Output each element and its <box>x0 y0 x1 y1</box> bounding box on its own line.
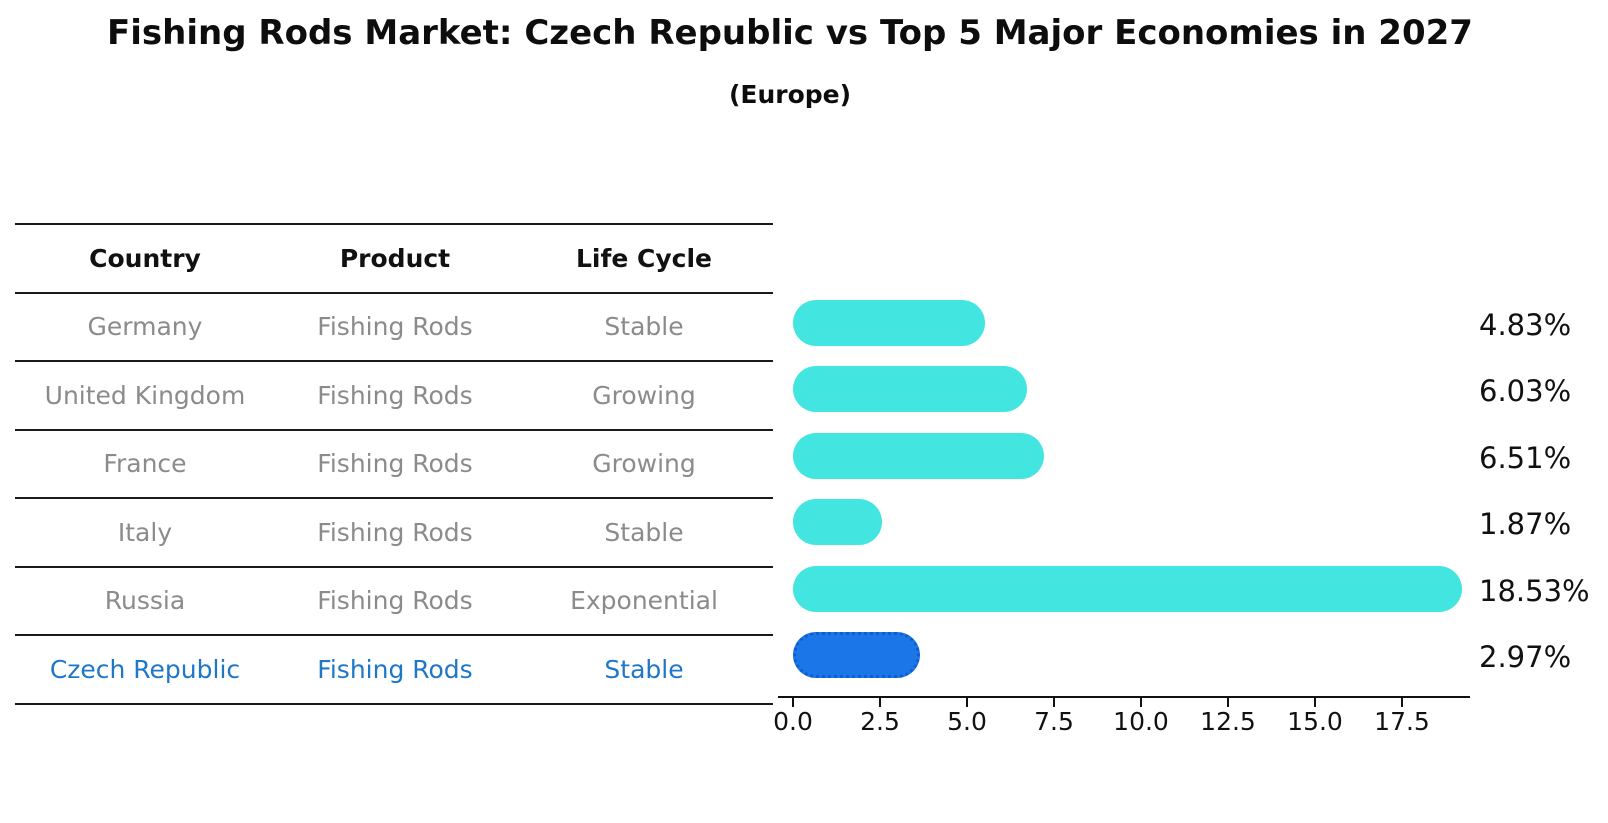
table-cell-product: Fishing Rods <box>317 312 473 342</box>
table-cell-country: Russia <box>104 586 186 616</box>
x-tick-mark <box>1314 698 1316 707</box>
table-cell-country: Italy <box>117 517 173 547</box>
table-cell-product: Fishing Rods <box>317 586 473 616</box>
table-cell-life-cycle: Stable <box>604 654 684 684</box>
x-tick-mark <box>1140 698 1142 707</box>
x-tick-mark <box>879 698 881 707</box>
table-cell-life-cycle: Exponential <box>570 586 718 616</box>
x-tick-mark <box>1053 698 1055 707</box>
x-tick-label: 12.5 <box>1200 707 1256 736</box>
x-tick-label: 15.0 <box>1287 707 1343 736</box>
x-tick-label: 2.5 <box>860 707 900 736</box>
table-row: Italy Fishing Rods Stable <box>15 497 773 566</box>
table-cell-product: Fishing Rods <box>317 517 473 547</box>
bar <box>793 432 1044 479</box>
x-tick-mark <box>792 698 794 707</box>
table-row: Germany Fishing Rods Stable <box>15 291 773 361</box>
column-header-life-cycle: Life Cycle <box>575 243 713 273</box>
x-tick-mark <box>966 698 968 707</box>
chart-subtitle: (Europe) <box>728 80 852 109</box>
value-label: 2.97% <box>1479 640 1572 675</box>
x-tick-mark <box>1227 698 1229 707</box>
x-tick-label: 10.0 <box>1113 707 1169 736</box>
chart-title: Fishing Rods Market: Czech Republic vs T… <box>107 13 1473 53</box>
table-cell-product: Fishing Rods <box>317 380 473 410</box>
value-label: 4.83% <box>1479 307 1572 342</box>
x-tick-label: 5.0 <box>947 707 987 736</box>
x-tick-mark <box>1401 698 1403 707</box>
value-label: 6.03% <box>1479 374 1572 409</box>
x-axis-line <box>778 696 1470 698</box>
table-body: Germany Fishing Rods Stable United Kingdom F… <box>15 291 773 703</box>
country-table: Country Product Life Cycle Germany Fishin… <box>15 223 773 705</box>
bar <box>793 299 985 346</box>
table-cell-country: France <box>103 449 187 479</box>
table-row: France Fishing Rods Growing <box>15 428 773 498</box>
x-tick-label: 17.5 <box>1374 707 1430 736</box>
table-cell-life-cycle: Growing <box>592 380 696 410</box>
bar-highlight <box>793 632 920 679</box>
table-cell-country: United Kingdom <box>44 380 246 410</box>
table-row: Czech Republic Fishing Rods Stable <box>15 634 773 703</box>
table-cell-product: Fishing Rods <box>317 654 473 684</box>
table-cell-country: Czech Republic <box>49 654 241 684</box>
table-cell-product: Fishing Rods <box>317 449 473 479</box>
table-cell-life-cycle: Stable <box>604 312 684 342</box>
table-cell-life-cycle: Stable <box>604 517 684 547</box>
table-cell-country: Germany <box>87 312 203 342</box>
value-label: 18.53% <box>1479 573 1590 608</box>
column-header-country: Country <box>89 243 201 273</box>
x-tick-label: 7.5 <box>1034 707 1074 736</box>
bar <box>793 565 1462 612</box>
table-row: United Kingdom Fishing Rods Growing <box>15 360 773 429</box>
x-tick-label: 0.0 <box>773 707 813 736</box>
bar <box>793 366 1027 413</box>
value-label: 1.87% <box>1479 507 1572 542</box>
column-header-product: Product <box>339 243 451 273</box>
bar <box>793 499 882 546</box>
value-label: 6.51% <box>1479 440 1572 475</box>
table-header-row: Country Product Life Cycle <box>15 223 773 292</box>
table-row: Russia Fishing Rods Exponential <box>15 565 773 635</box>
table-cell-life-cycle: Growing <box>592 449 696 479</box>
